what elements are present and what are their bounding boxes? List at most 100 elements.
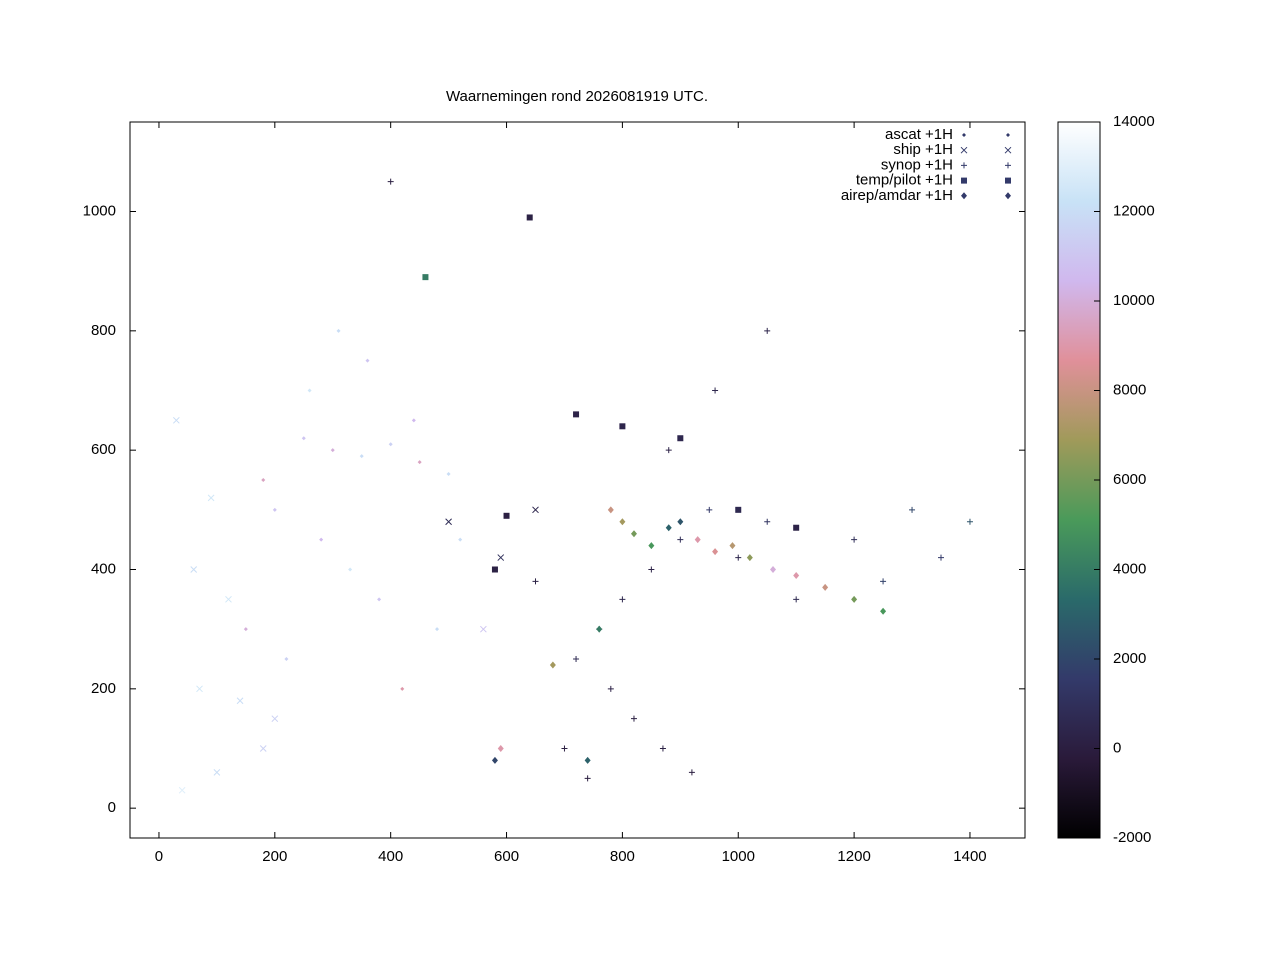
point bbox=[793, 524, 800, 531]
point bbox=[400, 686, 405, 691]
point bbox=[648, 566, 655, 573]
point bbox=[735, 554, 742, 561]
point bbox=[388, 442, 393, 447]
point bbox=[573, 411, 580, 418]
point bbox=[365, 358, 370, 363]
y-tick-label: 400 bbox=[91, 560, 116, 577]
point bbox=[596, 625, 603, 633]
point bbox=[677, 435, 684, 442]
point bbox=[284, 657, 289, 661]
point bbox=[729, 542, 736, 550]
point bbox=[196, 685, 203, 693]
y-tick-label: 600 bbox=[91, 441, 116, 458]
point bbox=[712, 387, 719, 394]
point bbox=[851, 536, 858, 543]
point bbox=[259, 745, 267, 752]
point bbox=[213, 769, 221, 776]
legend-marker bbox=[961, 162, 967, 169]
point bbox=[619, 423, 626, 430]
colorbar-tick-label: 10000 bbox=[1113, 292, 1155, 309]
point bbox=[446, 472, 451, 477]
point bbox=[619, 596, 626, 603]
legend-label: airep/amdar +1H bbox=[841, 187, 953, 204]
y-tick-label: 200 bbox=[91, 680, 116, 697]
colorbar-tick-label: 14000 bbox=[1113, 113, 1155, 130]
point bbox=[764, 518, 771, 525]
x-tick-label: 600 bbox=[494, 848, 519, 865]
point bbox=[307, 388, 312, 393]
point bbox=[261, 478, 266, 482]
point bbox=[526, 214, 533, 221]
legend-marker bbox=[962, 133, 966, 137]
point bbox=[735, 506, 742, 513]
point bbox=[665, 524, 672, 532]
point bbox=[665, 447, 672, 454]
point bbox=[584, 775, 591, 782]
x-tick-label: 1200 bbox=[837, 848, 870, 865]
point bbox=[225, 595, 232, 603]
point bbox=[272, 507, 277, 512]
point bbox=[573, 656, 580, 662]
x-tick-label: 400 bbox=[378, 848, 403, 865]
x-tick-label: 1000 bbox=[722, 848, 755, 865]
point bbox=[764, 327, 771, 334]
colorbar-tick-label: 6000 bbox=[1113, 471, 1146, 488]
point bbox=[677, 518, 684, 526]
point bbox=[387, 178, 394, 185]
legend-marker bbox=[1005, 177, 1011, 184]
x-tick-label: 0 bbox=[155, 848, 163, 865]
point bbox=[966, 518, 973, 525]
point bbox=[630, 715, 637, 722]
x-tick-label: 800 bbox=[610, 848, 635, 865]
point bbox=[584, 756, 591, 764]
point bbox=[706, 506, 713, 513]
point bbox=[880, 578, 887, 585]
point bbox=[793, 596, 800, 603]
point bbox=[549, 661, 556, 669]
point bbox=[411, 418, 416, 423]
legend-label: ship +1H bbox=[893, 141, 953, 158]
colorbar-tick-label: 8000 bbox=[1113, 381, 1146, 398]
colorbar-tick-label: 2000 bbox=[1113, 650, 1146, 667]
colorbar-tick-label: 0 bbox=[1113, 739, 1121, 756]
colorbar-tick-label: -2000 bbox=[1113, 829, 1151, 846]
point bbox=[445, 518, 452, 526]
point bbox=[491, 756, 498, 764]
y-tick-label: 1000 bbox=[83, 202, 116, 219]
y-tick-label: 800 bbox=[91, 322, 116, 339]
point bbox=[417, 460, 422, 465]
point bbox=[712, 548, 719, 556]
point bbox=[677, 536, 684, 543]
point bbox=[172, 416, 180, 424]
x-tick-label: 200 bbox=[262, 848, 287, 865]
point bbox=[880, 607, 887, 615]
point bbox=[458, 537, 463, 542]
point bbox=[336, 328, 341, 333]
point bbox=[909, 506, 916, 513]
legend-marker bbox=[1005, 192, 1011, 200]
point bbox=[503, 512, 510, 519]
point bbox=[497, 554, 505, 561]
legend-label: ascat +1H bbox=[885, 126, 953, 143]
point bbox=[178, 786, 186, 794]
legend-label: temp/pilot +1H bbox=[856, 172, 953, 189]
point bbox=[491, 566, 498, 573]
point bbox=[648, 542, 655, 550]
legend-marker bbox=[1006, 133, 1010, 137]
point bbox=[190, 566, 198, 573]
point bbox=[938, 554, 945, 561]
colorbar bbox=[1057, 121, 1101, 839]
point bbox=[271, 715, 279, 723]
legend-label: synop +1H bbox=[881, 156, 953, 173]
point bbox=[243, 627, 248, 632]
point bbox=[377, 597, 382, 602]
legend-marker bbox=[960, 146, 968, 154]
chart-title: Waarnemingen rond 2026081919 UTC. bbox=[446, 88, 708, 105]
point bbox=[822, 583, 829, 591]
colorbar-tick-label: 4000 bbox=[1113, 560, 1146, 577]
point bbox=[694, 536, 701, 544]
point bbox=[319, 537, 324, 542]
point bbox=[422, 274, 429, 281]
point bbox=[480, 625, 487, 633]
legend-marker bbox=[1005, 162, 1011, 169]
